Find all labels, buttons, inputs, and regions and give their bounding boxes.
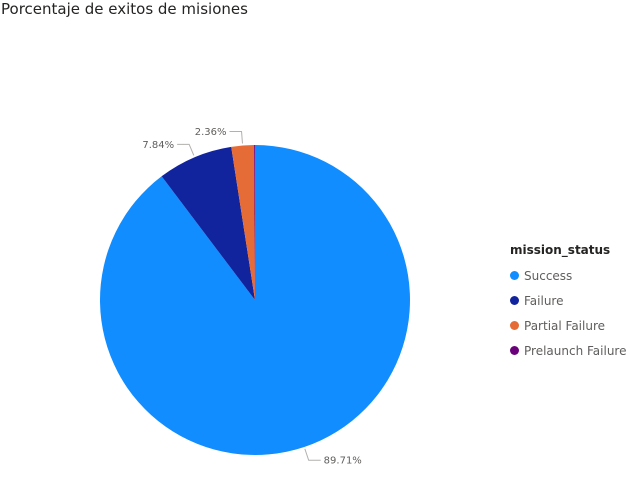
data-label-success: 89.71%	[324, 456, 362, 467]
legend-swatch	[510, 321, 519, 330]
pie-slice-prelaunch-failure[interactable]	[254, 145, 255, 300]
legend-swatch	[510, 271, 519, 280]
data-labels: 89.71% 7.84% 2.36%	[142, 127, 361, 467]
legend-label: Prelaunch Failure	[524, 343, 627, 358]
legend-items: Success Failure Partial Failure Prelaunch F…	[510, 263, 626, 363]
leader-line-partial-failure	[229, 131, 243, 144]
legend-item-failure[interactable]: Failure	[510, 288, 626, 313]
leader-lines	[177, 131, 321, 461]
legend-label: Success	[524, 268, 573, 283]
pie-slice-failure[interactable]	[161, 146, 255, 300]
legend-title: mission_status	[510, 243, 611, 257]
chart-title: Porcentaje de exitos de misiones	[1, 0, 248, 18]
legend-label: Failure	[524, 293, 564, 308]
data-label-failure: 7.84%	[142, 140, 174, 151]
leader-line-failure	[177, 143, 195, 156]
pie-slice-partial-failure[interactable]	[231, 145, 255, 300]
legend-label: Partial Failure	[524, 318, 606, 333]
leader-line-success	[304, 448, 321, 461]
legend-item-success[interactable]: Success	[510, 263, 626, 288]
data-label-partial-failure: 2.36%	[195, 127, 227, 138]
pie-slices[interactable]	[100, 145, 410, 455]
legend-swatch	[510, 296, 519, 305]
legend-swatch	[510, 346, 519, 355]
legend-item-prelaunch-failure[interactable]: Prelaunch Failure	[510, 338, 626, 363]
legend: mission_status Success Failure Partial Fai…	[510, 243, 626, 363]
legend-item-partial-failure[interactable]: Partial Failure	[510, 313, 626, 338]
